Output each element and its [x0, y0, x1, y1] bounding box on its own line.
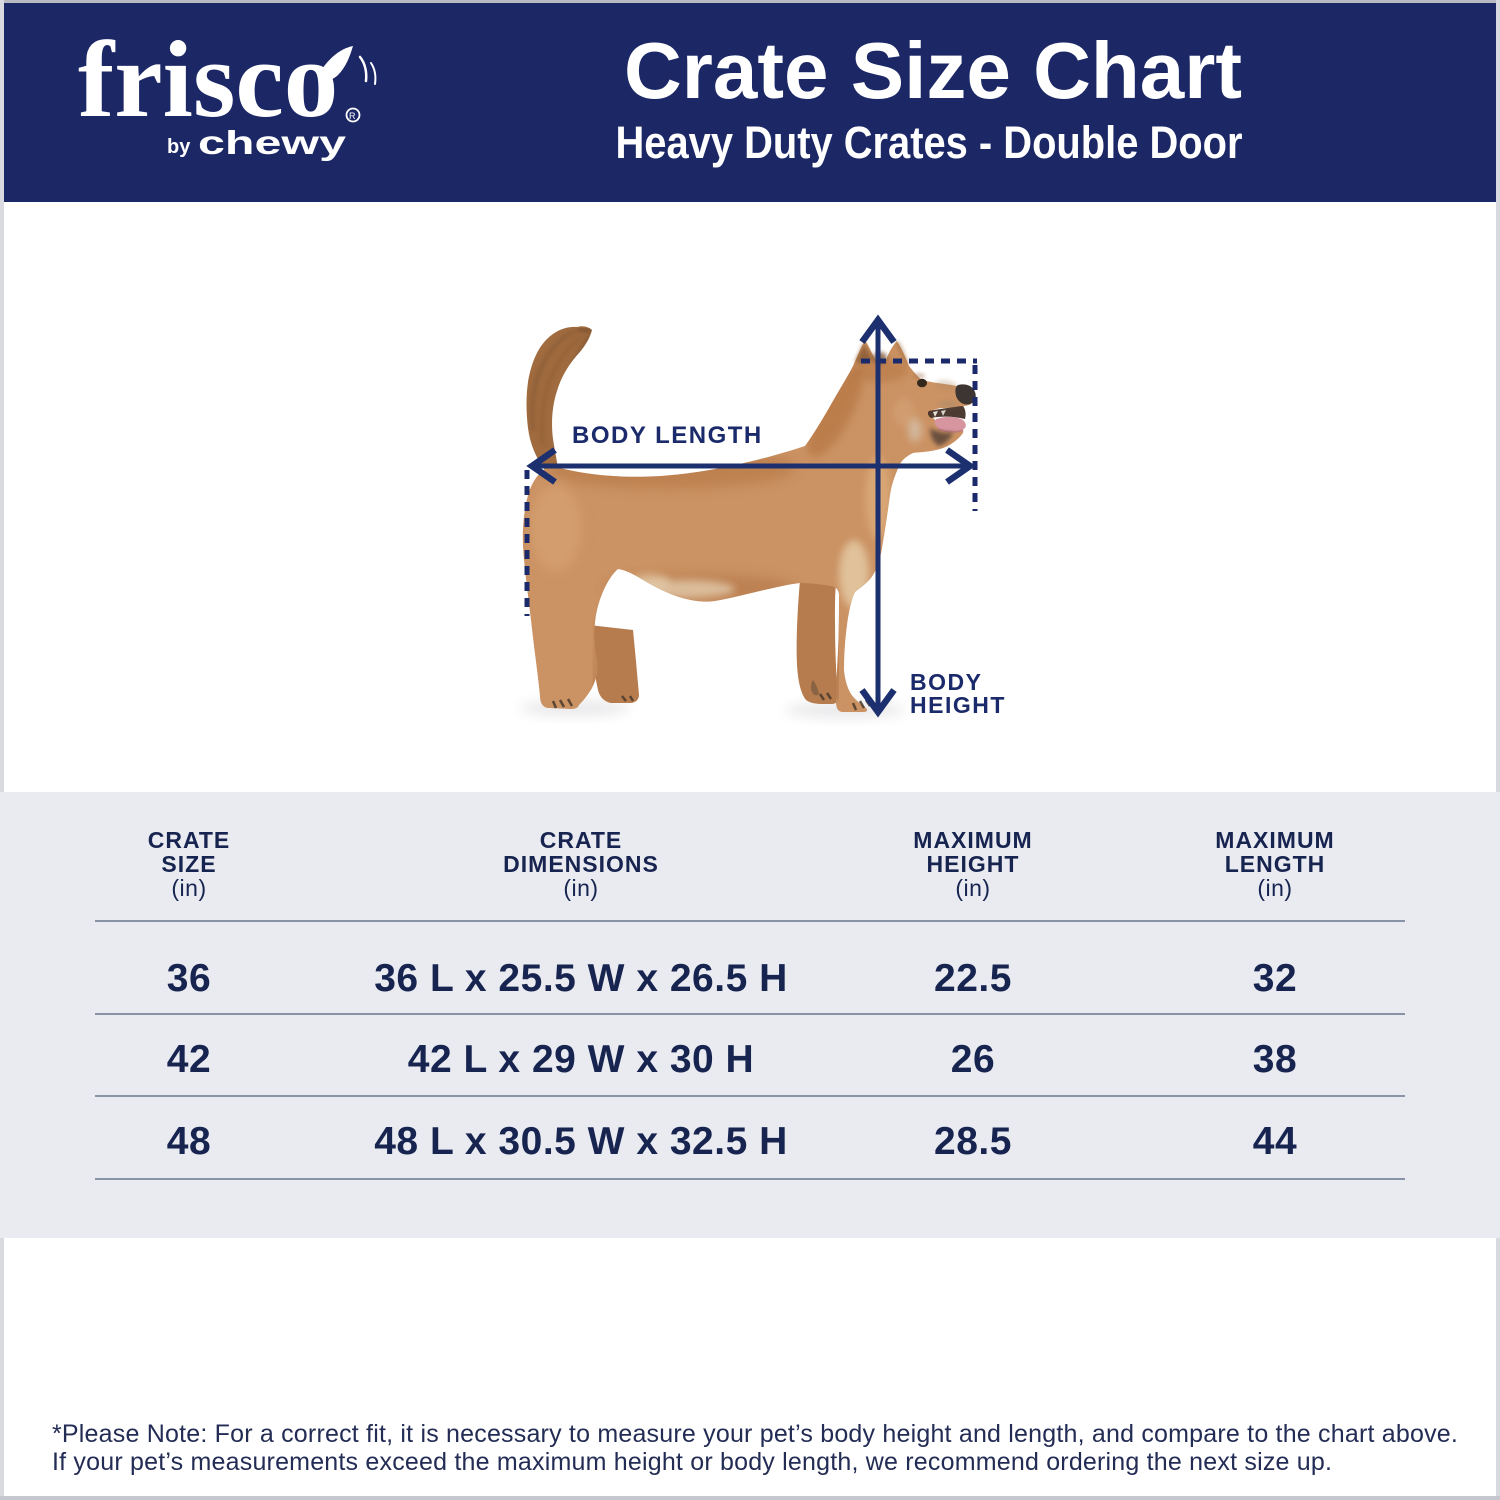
svg-text:BODY LENGTH: BODY LENGTH: [572, 422, 763, 449]
svg-text:by: by: [167, 136, 191, 158]
svg-text:chewy: chewy: [198, 124, 347, 161]
svg-text:HEIGHT: HEIGHT: [910, 692, 1006, 718]
svg-text:BODY: BODY: [910, 669, 982, 695]
svg-text:R: R: [349, 111, 356, 121]
svg-text:frisco: frisco: [78, 28, 338, 140]
